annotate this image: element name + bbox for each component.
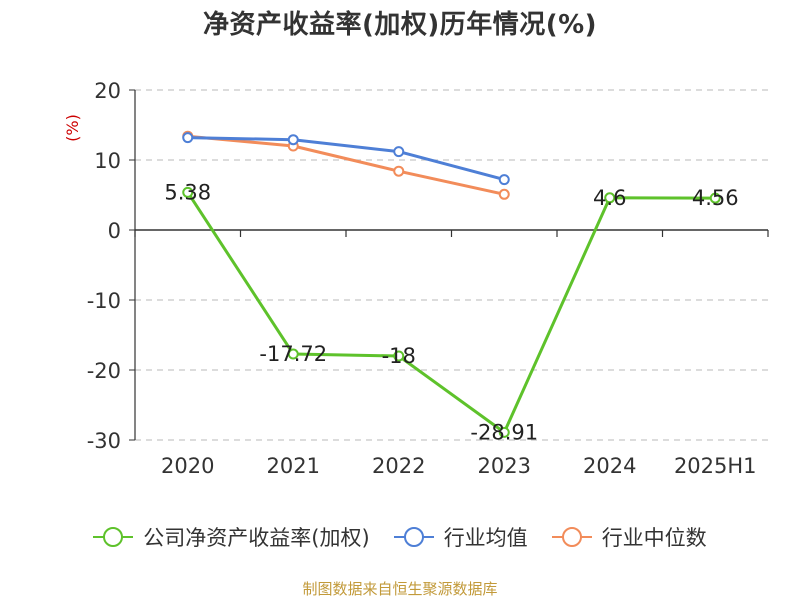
data-point (182, 132, 194, 144)
series-line (186, 134, 506, 196)
legend-item-company-roe[interactable]: 公司净资产收益率(加权) (93, 522, 370, 552)
x-tick-label: 2021 (267, 454, 320, 478)
data-point (287, 348, 299, 360)
legend-label: 行业均值 (443, 526, 528, 550)
y-tick-label: 20 (94, 79, 121, 103)
series-line (186, 136, 506, 182)
data-point (393, 165, 405, 177)
x-tick-label: 2022 (372, 454, 425, 478)
legend-line-circle-icon (551, 527, 592, 547)
legend-label: 行业中位数 (601, 526, 707, 550)
x-tick-label: 2024 (583, 454, 636, 478)
data-point (393, 350, 405, 362)
x-tick-label: 2025H1 (674, 454, 757, 478)
data-point (604, 192, 616, 204)
data-label: -17.72 (259, 342, 327, 366)
data-point (182, 186, 194, 198)
data-point (393, 146, 405, 158)
legend-label: 公司净资产收益率(加权) (143, 526, 370, 550)
legend-line-circle-icon (93, 527, 134, 547)
x-tick-label: 2023 (478, 454, 531, 478)
y-axis-label: (%) (63, 114, 82, 142)
y-tick-label: -20 (87, 359, 121, 383)
chart-legend: 公司净资产收益率(加权) 行业均值 行业中位数 (0, 520, 800, 554)
data-label: -28.91 (470, 420, 538, 444)
y-tick-label: -10 (87, 289, 121, 313)
data-point (498, 174, 510, 186)
chart-title: 净资产收益率(加权)历年情况(%) (202, 10, 598, 40)
data-point (709, 192, 721, 204)
y-tick-label: -30 (87, 429, 121, 453)
data-label: 5.38 (164, 180, 211, 204)
legend-line-circle-icon (393, 527, 434, 547)
data-point (498, 426, 510, 438)
legend-item-industry-mean[interactable]: 行业均值 (393, 522, 528, 552)
y-tick-label: 10 (94, 149, 121, 173)
data-label: 4.6 (593, 186, 626, 210)
data-label: -18 (382, 344, 416, 368)
data-label: 4.56 (692, 186, 739, 210)
y-tick-label: 0 (108, 219, 121, 243)
data-point (498, 188, 510, 200)
series-line (186, 190, 717, 434)
data-point (287, 134, 299, 146)
x-tick-label: 2020 (161, 454, 214, 478)
legend-item-industry-median[interactable]: 行业中位数 (551, 522, 707, 552)
data-source-note: 制图数据来自恒生聚源数据库 (302, 580, 498, 598)
